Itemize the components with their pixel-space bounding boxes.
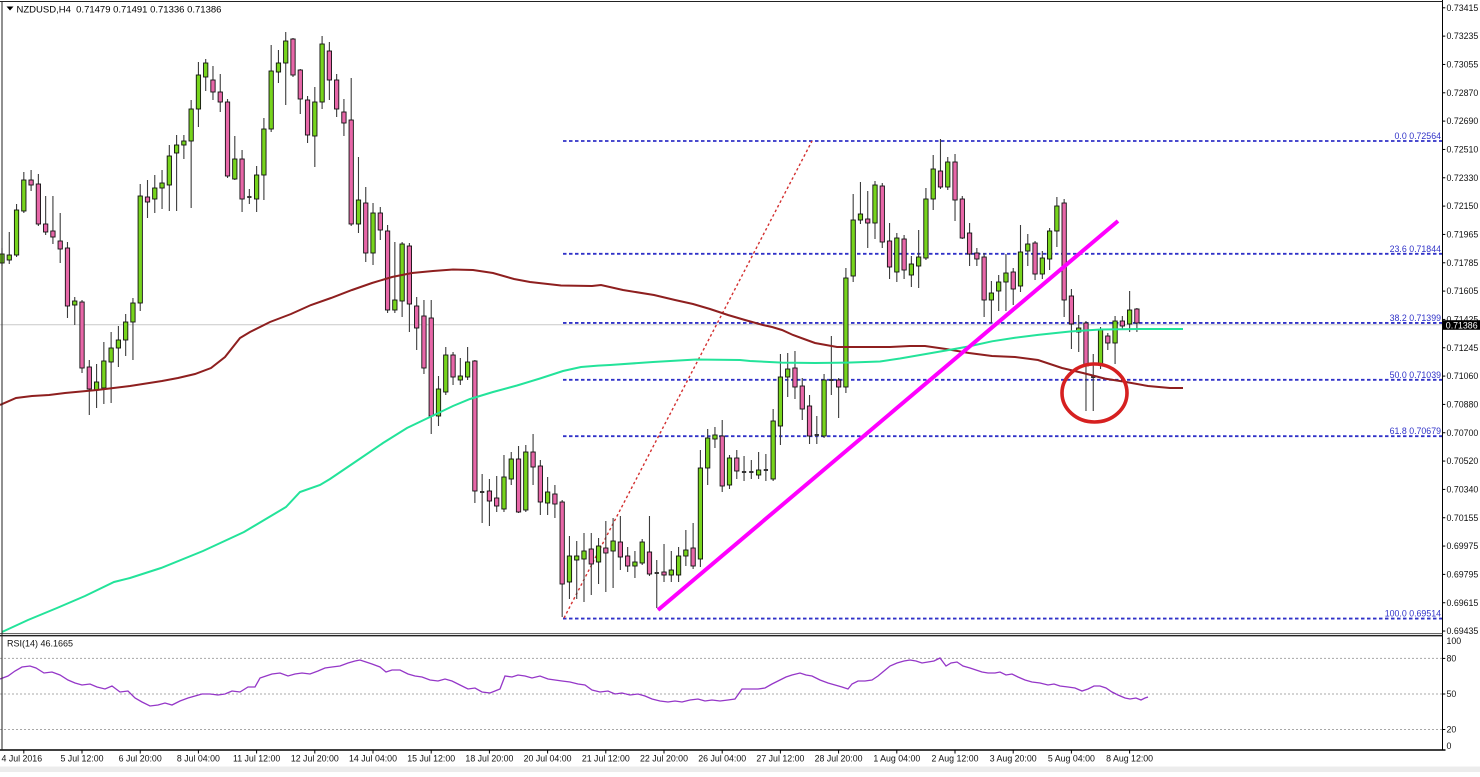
svg-text:100: 100 [1447,636,1462,646]
svg-text:50: 50 [1447,689,1457,699]
svg-text:8 Aug 12:00: 8 Aug 12:00 [1106,754,1153,764]
svg-text:0: 0 [1447,741,1452,751]
svg-text:11 Jul 12:00: 11 Jul 12:00 [233,754,280,764]
svg-text:8 Jul 04:00: 8 Jul 04:00 [177,754,220,764]
svg-text:NZDUSD,H4 0.71479 0.71491 0.7: NZDUSD,H4 0.71479 0.71491 0.71336 0.7138… [17,5,222,16]
svg-text:20: 20 [1447,725,1457,735]
svg-text:0.70520: 0.70520 [1447,456,1479,466]
svg-text:50.0 0.71039: 50.0 0.71039 [1390,370,1441,380]
svg-text:12 Jul 20:00: 12 Jul 20:00 [291,754,339,764]
svg-text:0.72870: 0.72870 [1447,88,1479,98]
svg-text:0.70155: 0.70155 [1447,513,1479,523]
svg-text:0.69615: 0.69615 [1447,598,1479,608]
svg-text:26 Jul 04:00: 26 Jul 04:00 [698,754,746,764]
svg-text:0.72690: 0.72690 [1447,116,1479,126]
svg-text:1 Aug 04:00: 1 Aug 04:00 [873,754,920,764]
svg-text:21 Jul 12:00: 21 Jul 12:00 [582,754,630,764]
svg-text:0.70340: 0.70340 [1447,485,1479,495]
svg-text:3 Aug 20:00: 3 Aug 20:00 [990,754,1037,764]
svg-text:27 Jul 12:00: 27 Jul 12:00 [756,754,804,764]
svg-text:0.71386: 0.71386 [1446,320,1478,330]
svg-text:5 Aug 04:00: 5 Aug 04:00 [1048,754,1095,764]
svg-text:22 Jul 20:00: 22 Jul 20:00 [640,754,688,764]
svg-text:0.71605: 0.71605 [1447,286,1479,296]
svg-text:0.73235: 0.73235 [1447,31,1479,41]
svg-text:2 Aug 12:00: 2 Aug 12:00 [932,754,979,764]
svg-text:61.8 0.70679: 61.8 0.70679 [1390,426,1441,436]
svg-text:0.71785: 0.71785 [1447,258,1479,268]
svg-text:100.0 0.69514: 100.0 0.69514 [1385,609,1441,619]
svg-text:0.72510: 0.72510 [1447,145,1479,155]
svg-text:4 Jul 2016: 4 Jul 2016 [2,754,43,764]
svg-text:15 Jul 12:00: 15 Jul 12:00 [407,754,455,764]
svg-text:0.69795: 0.69795 [1447,570,1479,580]
svg-text:20 Jul 04:00: 20 Jul 04:00 [524,754,572,764]
svg-text:0.69975: 0.69975 [1447,541,1479,551]
svg-text:28 Jul 20:00: 28 Jul 20:00 [815,754,863,764]
svg-text:5 Jul 12:00: 5 Jul 12:00 [60,754,103,764]
svg-text:38.2 0.71399: 38.2 0.71399 [1390,313,1441,323]
svg-text:0.71245: 0.71245 [1447,343,1479,353]
svg-text:6 Jul 20:00: 6 Jul 20:00 [119,754,162,764]
svg-text:0.70700: 0.70700 [1447,428,1479,438]
svg-text:0.72330: 0.72330 [1447,173,1479,183]
svg-text:80: 80 [1447,653,1457,663]
svg-text:0.70880: 0.70880 [1447,400,1479,410]
svg-text:23.6 0.71844: 23.6 0.71844 [1390,244,1441,254]
svg-text:0.73055: 0.73055 [1447,60,1479,70]
svg-text:0.72150: 0.72150 [1447,201,1479,211]
svg-text:0.69435: 0.69435 [1447,626,1479,636]
svg-text:18 Jul 20:00: 18 Jul 20:00 [465,754,513,764]
svg-text:0.73415: 0.73415 [1447,3,1479,13]
svg-text:RSI(14) 46.1665: RSI(14) 46.1665 [7,639,73,649]
svg-text:14 Jul 04:00: 14 Jul 04:00 [349,754,397,764]
svg-text:0.71060: 0.71060 [1447,371,1479,381]
svg-text:0.71965: 0.71965 [1447,230,1479,240]
svg-text:0.0 0.72564: 0.0 0.72564 [1395,131,1442,141]
